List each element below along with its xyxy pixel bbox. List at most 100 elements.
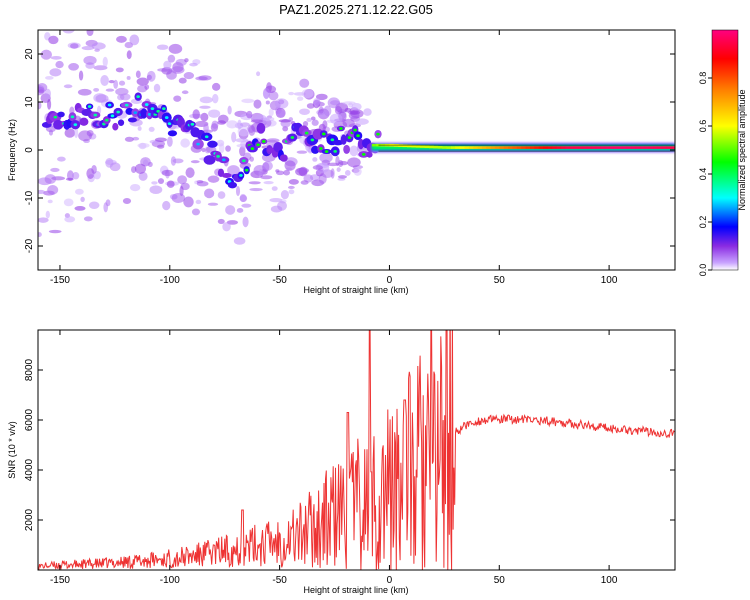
spectrogram-band-core	[516, 146, 522, 149]
spectrogram-noise-blob	[330, 100, 341, 106]
spectrogram-noise-blob	[105, 199, 111, 207]
spectrogram-ridge-core	[147, 113, 152, 116]
spectrogram-ridge-core	[190, 122, 195, 126]
spectrogram-noise-blob	[170, 156, 177, 166]
spectrogram-band-core	[442, 146, 448, 149]
spectrogram-noise-blob	[338, 160, 348, 166]
x-tick-label: -50	[272, 575, 287, 586]
spectrogram-band-core	[604, 146, 610, 149]
y-tick-label: 4000	[24, 458, 35, 481]
spectrogram-noise-blob	[296, 150, 308, 154]
spectrogram-noise-blob	[235, 186, 241, 197]
spectrogram-ridge-core	[150, 107, 155, 111]
spectrogram-noise-blob	[225, 145, 231, 152]
spectrogram-noise-blob	[239, 122, 250, 127]
snr-x-ticks: -150 -100 -50 0 50 100	[50, 330, 618, 586]
spectrogram-noise-blob	[204, 188, 215, 199]
spectrogram-noise-blob	[83, 216, 93, 222]
spectrogram-noise-blob	[38, 217, 49, 223]
spectrogram-band-core	[613, 146, 619, 149]
spectrogram-band-core	[503, 146, 509, 149]
spectrogram-noise-blob	[211, 120, 219, 129]
y-tick-label: 8000	[24, 358, 35, 381]
spectrogram-noise-blob	[181, 90, 189, 95]
spectrogram-noise-blob	[50, 167, 60, 172]
spectrogram-band-core	[521, 146, 527, 149]
spectrogram-noise-blob	[102, 56, 108, 67]
x-tick-label: 0	[387, 275, 393, 286]
spectrogram-noise-blob	[157, 178, 165, 184]
spectrogram-noise-blob	[105, 88, 115, 92]
spectrogram-noise-blob	[134, 163, 146, 174]
spectrogram-noise-blob	[277, 110, 285, 117]
spectrogram-ridge-core	[124, 103, 129, 107]
colorbar-tick-label: 0.2	[698, 216, 708, 229]
spectrogram-ridge-core	[304, 131, 309, 135]
spectrogram-noise-blob	[203, 123, 209, 133]
spectrogram-band-core	[644, 146, 650, 149]
spectrogram-band-core	[450, 146, 456, 149]
spectrogram-noise-blob	[189, 62, 198, 67]
spectrogram-ridge-blob	[332, 139, 344, 146]
spectrogram-noise-blob	[168, 43, 183, 54]
spectrogram-band-core	[587, 146, 593, 149]
spectrogram-noise-blob	[287, 185, 295, 189]
spectrogram-noise-blob	[47, 185, 59, 195]
spectrogram-noise-blob	[128, 14, 135, 24]
spectrogram-noise-blob	[100, 75, 109, 87]
spectrogram-noise-blob	[167, 54, 176, 63]
spectrogram-ridge-core	[333, 149, 337, 153]
spectrogram-noise-blob	[88, 201, 100, 209]
spectrogram-ridge-core	[347, 136, 352, 139]
spectrogram-band-core	[486, 146, 491, 149]
spectrogram-noise-blob	[68, 62, 79, 71]
y-tick-label: 20	[24, 48, 35, 60]
spectrogram-noise-blob	[55, 60, 64, 69]
spectrogram-noise-blob	[93, 65, 108, 71]
spectrogram-noise-blob	[260, 175, 273, 180]
spectrogram-ridge-core	[116, 110, 120, 114]
spectrogram-noise-blob	[300, 180, 309, 185]
snr-series-line	[38, 330, 675, 570]
spectrogram-noise-blob	[137, 143, 150, 149]
spectrogram-noise-blob	[166, 136, 173, 147]
spectrogram-noise-blob	[288, 179, 299, 185]
spectrogram-noise-blob	[336, 167, 341, 172]
spectrogram-noise-blob	[351, 102, 362, 111]
spectrogram-ridge-blob	[79, 117, 89, 126]
spectrogram-noise-blob	[347, 157, 361, 168]
snr-frame	[37, 329, 676, 571]
spectrogram-noise-blob	[40, 49, 52, 60]
spectrogram-band-core	[670, 146, 675, 149]
spectrogram-noise-blob	[162, 200, 171, 211]
spectrogram-noise-blob	[318, 106, 324, 114]
spectrogram-noise-blob	[83, 55, 97, 65]
spectrogram-noise-blob	[299, 78, 310, 88]
spectrogram-band-core	[468, 146, 474, 149]
spectrogram-ridge-core	[290, 136, 295, 139]
spectrogram-band-core	[415, 145, 421, 148]
spectrogram-band-core	[508, 146, 513, 149]
spectrogram-noise-blob	[249, 156, 254, 162]
spectrogram-band-core	[565, 146, 571, 149]
spectrogram-noise-blob	[201, 147, 206, 153]
spectrogram-ridge-core	[361, 152, 366, 156]
spectrogram-band-core	[622, 146, 628, 149]
spectrogram-noise-blob	[344, 169, 351, 176]
spectrogram-noise-blob	[237, 119, 242, 130]
spectrogram-noise-blob	[77, 88, 92, 96]
spectrogram-band-core	[617, 146, 623, 149]
spectrogram-noise-blob	[319, 152, 333, 163]
spectrogram-noise-blob	[212, 82, 221, 91]
x-tick-label: -150	[50, 275, 70, 286]
spectrogram-band-core	[530, 146, 535, 149]
spectrogram-noise-blob	[161, 169, 174, 177]
spectrogram-noise-blob	[124, 136, 134, 142]
spectrogram-noise-blob	[263, 181, 274, 185]
spectrogram-noise-blob	[274, 98, 289, 109]
spectrogram-band-core	[666, 146, 672, 149]
spectrogram-noise-blob	[151, 181, 158, 185]
spectrogram-noise-blob	[63, 84, 73, 89]
spectrogram-ridge-blob	[340, 134, 347, 145]
